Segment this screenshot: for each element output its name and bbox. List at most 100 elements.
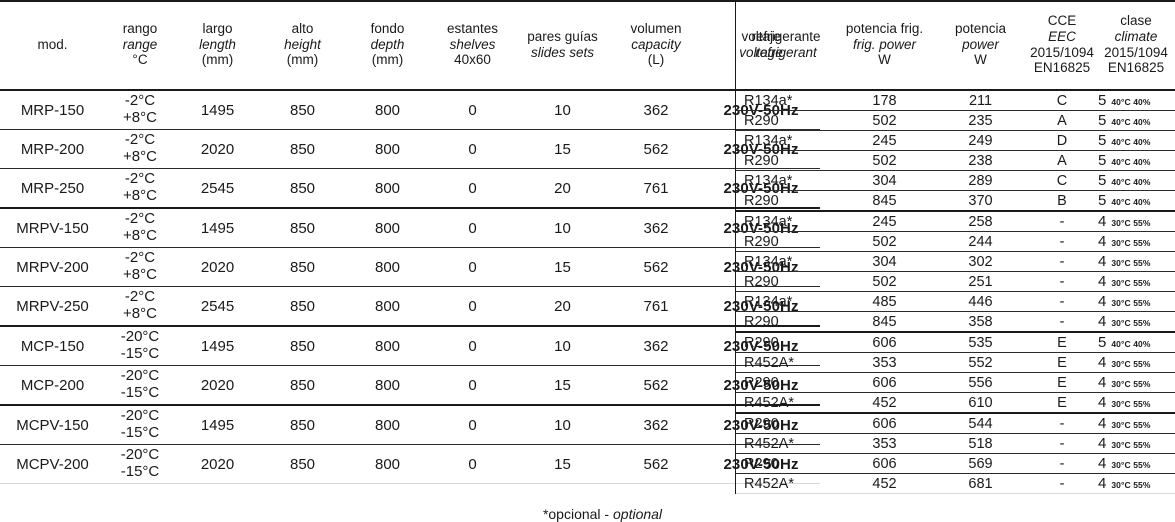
climate-class-value: 5 <box>1098 132 1107 149</box>
refrigerant-name: R452A* <box>736 473 836 494</box>
power-value: 258 <box>933 211 1028 232</box>
power-value: 552 <box>933 352 1028 373</box>
height-value: 850 <box>260 444 345 484</box>
footnote-en: optional <box>613 506 663 522</box>
model-name: MCPV-200 <box>0 444 105 484</box>
table-row: R290 845 370 B 5 40°C 40% <box>736 190 1175 212</box>
climate-class-value: 4 <box>1098 273 1107 290</box>
header-unit: °C <box>132 52 148 68</box>
length-value: 2020 <box>175 247 260 287</box>
table-row: MRP-250 -2°C +8°C 2545 850 800 0 20 761 230V-50H… <box>0 168 820 209</box>
footnote: *opcional - optional <box>0 494 1175 522</box>
height-value: 850 <box>260 129 345 169</box>
model-name: MRPV-200 <box>0 247 105 287</box>
eec-class-value: E <box>1028 352 1096 373</box>
temperature-range: -2°C +8°C <box>105 168 175 209</box>
right-header-cell: clase climate 2015/1094 EN16825 <box>1096 1 1175 90</box>
shelves-value: 0 <box>430 129 515 169</box>
model-name: MCPV-150 <box>0 405 105 445</box>
header-label-en: range <box>122 36 158 52</box>
capacity-value: 562 <box>610 247 702 287</box>
table-row: MCPV-150 -20°C -15°C 1495 850 800 0 10 362 230V-… <box>0 405 820 445</box>
header-label-en: frig. power <box>852 36 917 52</box>
table-row: MRP-200 -2°C +8°C 2020 850 800 0 15 562 230V-50H… <box>0 129 820 169</box>
footnote-separator: - <box>600 506 613 522</box>
shelves-value: 0 <box>430 405 515 445</box>
table-row: R134a* 245 258-4 30°C 55% <box>736 211 1175 232</box>
right-header-cell: potencia power W <box>933 1 1028 90</box>
eec-class-value: - <box>1028 433 1096 454</box>
refrigerant-name: R290 <box>736 332 836 353</box>
shelves-value: 0 <box>430 208 515 248</box>
table-row: MRPV-250 -2°C +8°C 2545 850 800 0 20 761 230V-50… <box>0 286 820 327</box>
climate-condition: 30°C 55% <box>1111 218 1151 228</box>
capacity-value: 761 <box>610 286 702 327</box>
height-value: 850 <box>260 168 345 209</box>
length-value: 2020 <box>175 444 260 484</box>
slides-sets-value: 10 <box>515 91 610 130</box>
table-row: R452A* 452 610 E 4 30°C 55% <box>736 392 1175 414</box>
height-value: 850 <box>260 208 345 248</box>
temperature-range: -20°C -15°C <box>105 444 175 484</box>
climate-condition: 40°C 40% <box>1111 339 1151 349</box>
climate-condition: 40°C 40% <box>1111 97 1151 107</box>
right-header-cell: refrigerante refrigerant <box>736 1 836 90</box>
refrigerant-name: R290 <box>736 110 836 131</box>
eec-class-value: - <box>1028 231 1096 252</box>
climate-class-value: 5 <box>1098 192 1107 209</box>
climate-class-value: 4 <box>1098 394 1107 411</box>
height-value: 850 <box>260 326 345 366</box>
header-label-en: height <box>284 36 321 52</box>
header-label-en: capacity <box>631 36 681 52</box>
depth-value: 800 <box>345 405 430 445</box>
climate-class-value: 4 <box>1098 253 1107 270</box>
header-label-en: refrigerant <box>755 44 817 60</box>
table-row: R134a* 245 249 D 5 40°C 40% <box>736 130 1175 151</box>
refrigerant-table: R134a* 178 211 C 5 40°C 40% R290 502 235 A 5 40°C 4… <box>736 91 1175 494</box>
shelves-value: 0 <box>430 168 515 209</box>
frig-power-value: 245 <box>836 130 933 151</box>
shelves-value: 0 <box>430 444 515 484</box>
header-unit: 2015/1094 <box>1030 44 1094 60</box>
frig-power-value: 452 <box>836 392 933 414</box>
left-header-cell: estantes shelves 40x60 <box>430 1 515 90</box>
eec-class-value: A <box>1028 150 1096 171</box>
length-value: 1495 <box>175 326 260 366</box>
depth-value: 800 <box>345 286 430 327</box>
left-header-cell: largo length (mm) <box>175 1 260 90</box>
climate-class-cell: 4 30°C 55% <box>1096 372 1175 393</box>
power-value: 370 <box>933 190 1028 212</box>
climate-class-cell: 4 30°C 55% <box>1096 453 1175 474</box>
header-label-es: potencia <box>954 20 1007 36</box>
table-split-container: mod. rango range °C largo length (mm) alto heigh… <box>0 0 1175 494</box>
left-header-cell: voltaje voltage <box>702 1 820 90</box>
refrigerant-name: R290 <box>736 271 836 292</box>
frig-power-value: 502 <box>836 231 933 252</box>
climate-condition: 30°C 55% <box>1111 359 1151 369</box>
table-row: R134a* 304 289 C 5 40°C 40% <box>736 170 1175 191</box>
climate-class-value: 4 <box>1098 374 1107 391</box>
header-label-es: rango <box>122 20 158 36</box>
climate-class-cell: 4 30°C 55% <box>1096 271 1175 292</box>
length-value: 1495 <box>175 208 260 248</box>
table-row: MCPV-200 -20°C -15°C 2020 850 800 0 15 562 230V-… <box>0 444 820 484</box>
table-row: MCP-150 -20°C -15°C 1495 850 800 0 10 362 230V-5… <box>0 326 820 366</box>
climate-condition: 30°C 55% <box>1111 440 1151 450</box>
eec-class-value: B <box>1028 190 1096 212</box>
power-value: 681 <box>933 473 1028 494</box>
header-unit: W <box>974 52 987 68</box>
climate-condition: 30°C 55% <box>1111 480 1151 490</box>
table-row: MRPV-150 -2°C +8°C 1495 850 800 0 10 362 230V-50… <box>0 208 820 248</box>
climate-condition: 30°C 55% <box>1111 238 1151 248</box>
capacity-value: 362 <box>610 405 702 445</box>
depth-value: 800 <box>345 365 430 406</box>
table-row: R134a* 304 302-4 30°C 55% <box>736 251 1175 272</box>
climate-class-cell: 4 30°C 55% <box>1096 211 1175 232</box>
dimensions-pane: mod. rango range °C largo length (mm) alto heigh… <box>0 0 820 484</box>
refrigerant-name: R290 <box>736 413 836 434</box>
climate-class-value: 4 <box>1098 475 1107 492</box>
eec-class-value: - <box>1028 453 1096 474</box>
frig-power-value: 606 <box>836 453 933 474</box>
temperature-range: -2°C +8°C <box>105 129 175 169</box>
header-unit: (mm) <box>286 52 319 68</box>
